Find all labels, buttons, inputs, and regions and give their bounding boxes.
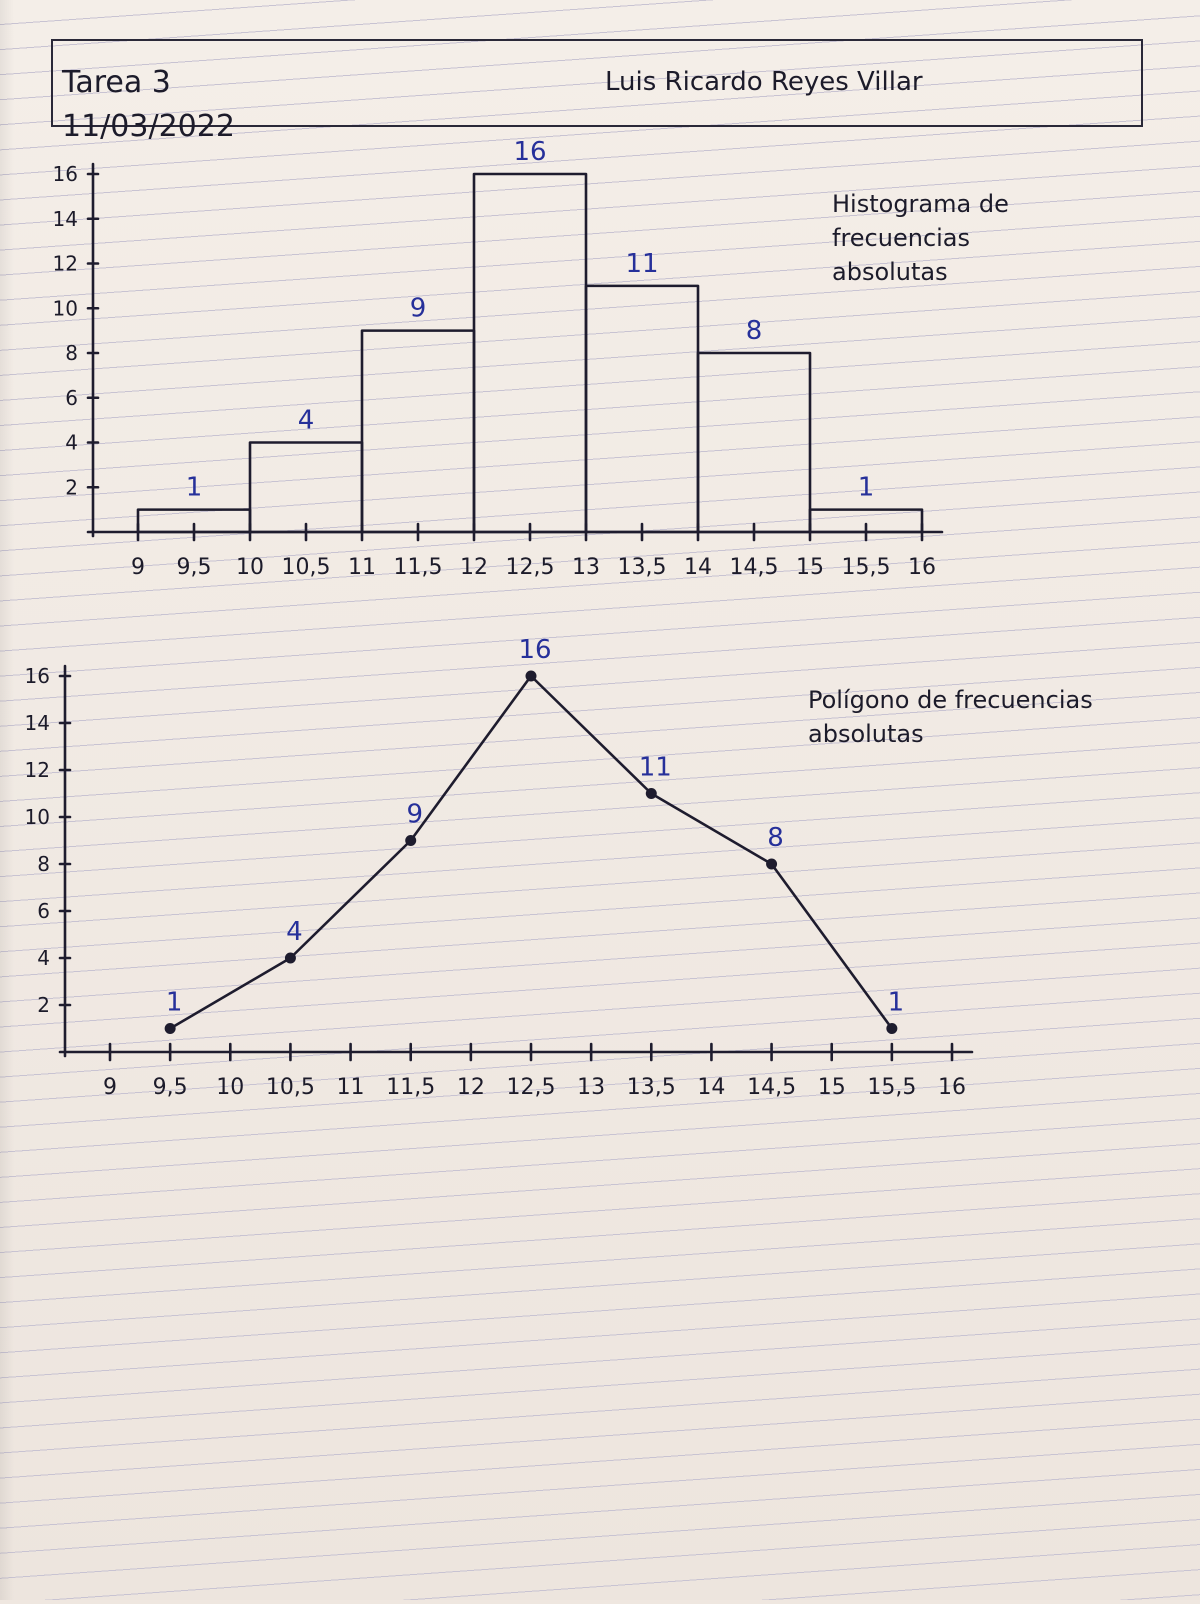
x-tick-label: 14,5 (747, 1075, 796, 1100)
point-value-label: 8 (767, 823, 784, 853)
y-tick-label: 10 (53, 296, 78, 320)
polygon-point (164, 1023, 176, 1034)
y-tick-label: 10 (25, 805, 50, 829)
x-tick-label: 14 (684, 555, 712, 580)
point-value-label: 16 (518, 635, 551, 665)
y-tick-label: 12 (53, 252, 78, 276)
y-tick-label: 14 (25, 711, 50, 735)
y-tick-label: 4 (65, 431, 78, 455)
bar-value-label: 16 (513, 137, 546, 167)
bar-value-label: 8 (746, 316, 763, 346)
x-tick-label: 10 (216, 1075, 244, 1100)
x-tick-label: 12 (460, 555, 488, 580)
x-tick-label: 11,5 (386, 1075, 435, 1100)
histogram-bar (808, 508, 924, 534)
x-tick-label: 13,5 (627, 1075, 676, 1100)
y-tick-label: 2 (65, 475, 78, 499)
histogram-bar (360, 329, 476, 534)
polygon-point (525, 670, 537, 682)
author-name: Luis Ricardo Reyes Villar (605, 67, 923, 97)
y-tick-label: 6 (65, 386, 78, 410)
x-tick-label: 13 (572, 555, 600, 580)
histogram-bar (696, 351, 812, 534)
x-tick-label: 10,5 (282, 555, 331, 580)
x-tick-label: 14 (697, 1075, 725, 1100)
polygon-point (284, 952, 296, 964)
y-tick-label: 6 (37, 899, 50, 923)
polygon-point (645, 788, 657, 799)
y-tick-label: 16 (25, 664, 50, 688)
point-value-label: 9 (406, 800, 423, 830)
y-tick-label: 8 (37, 852, 50, 876)
y-tick-label: 8 (65, 341, 78, 365)
point-value-label: 4 (286, 917, 303, 947)
x-tick-label: 11 (348, 555, 376, 580)
polygon-title: Polígono de frecuencias absolutas (808, 686, 1093, 748)
x-tick-label: 15,5 (842, 555, 891, 580)
bar-value-label: 4 (298, 406, 315, 436)
header-box (51, 39, 1143, 127)
point-value-label: 1 (888, 988, 905, 1018)
x-tick-label: 15 (818, 1075, 846, 1100)
x-tick-label: 15 (796, 555, 824, 580)
polygon-point (766, 858, 778, 870)
x-tick-label: 12,5 (507, 1075, 556, 1100)
x-tick-label: 13,5 (618, 555, 667, 580)
y-tick-label: 14 (53, 207, 78, 231)
y-tick-label: 4 (37, 946, 50, 970)
assignment-date: 11/03/2022 (62, 109, 235, 144)
bar-value-label: 11 (625, 249, 658, 279)
y-tick-label: 2 (37, 993, 50, 1017)
x-tick-label: 9 (103, 1075, 117, 1100)
x-tick-label: 10 (236, 555, 264, 580)
point-value-label: 1 (166, 988, 183, 1018)
x-tick-label: 16 (938, 1075, 966, 1100)
histogram-bar (472, 172, 588, 534)
assignment-title: Tarea 3 (61, 65, 171, 100)
x-tick-label: 9,5 (177, 555, 212, 580)
polygon-point (405, 835, 417, 846)
x-tick-label: 16 (908, 555, 936, 580)
x-tick-label: 14,5 (730, 555, 779, 580)
point-value-label: 11 (639, 753, 672, 783)
x-tick-label: 13 (577, 1075, 605, 1100)
bar-value-label: 9 (410, 294, 427, 324)
bar-value-label: 1 (858, 473, 875, 503)
x-tick-label: 11 (337, 1075, 365, 1100)
bar-value-label: 1 (186, 473, 203, 503)
y-tick-label: 16 (53, 162, 78, 186)
x-tick-label: 9 (131, 555, 145, 580)
x-tick-label: 11,5 (394, 555, 443, 580)
histogram-bar (248, 441, 364, 534)
polygon-point (886, 1023, 898, 1034)
x-tick-label: 10,5 (266, 1075, 315, 1100)
x-tick-label: 12 (457, 1075, 485, 1100)
x-tick-label: 9,5 (153, 1075, 188, 1100)
x-tick-label: 15,5 (867, 1075, 916, 1100)
y-tick-label: 12 (25, 758, 50, 782)
x-tick-label: 12,5 (506, 555, 555, 580)
histogram-bar (584, 284, 700, 534)
histogram-title: Histograma de frecuencias absolutas (832, 190, 1009, 286)
